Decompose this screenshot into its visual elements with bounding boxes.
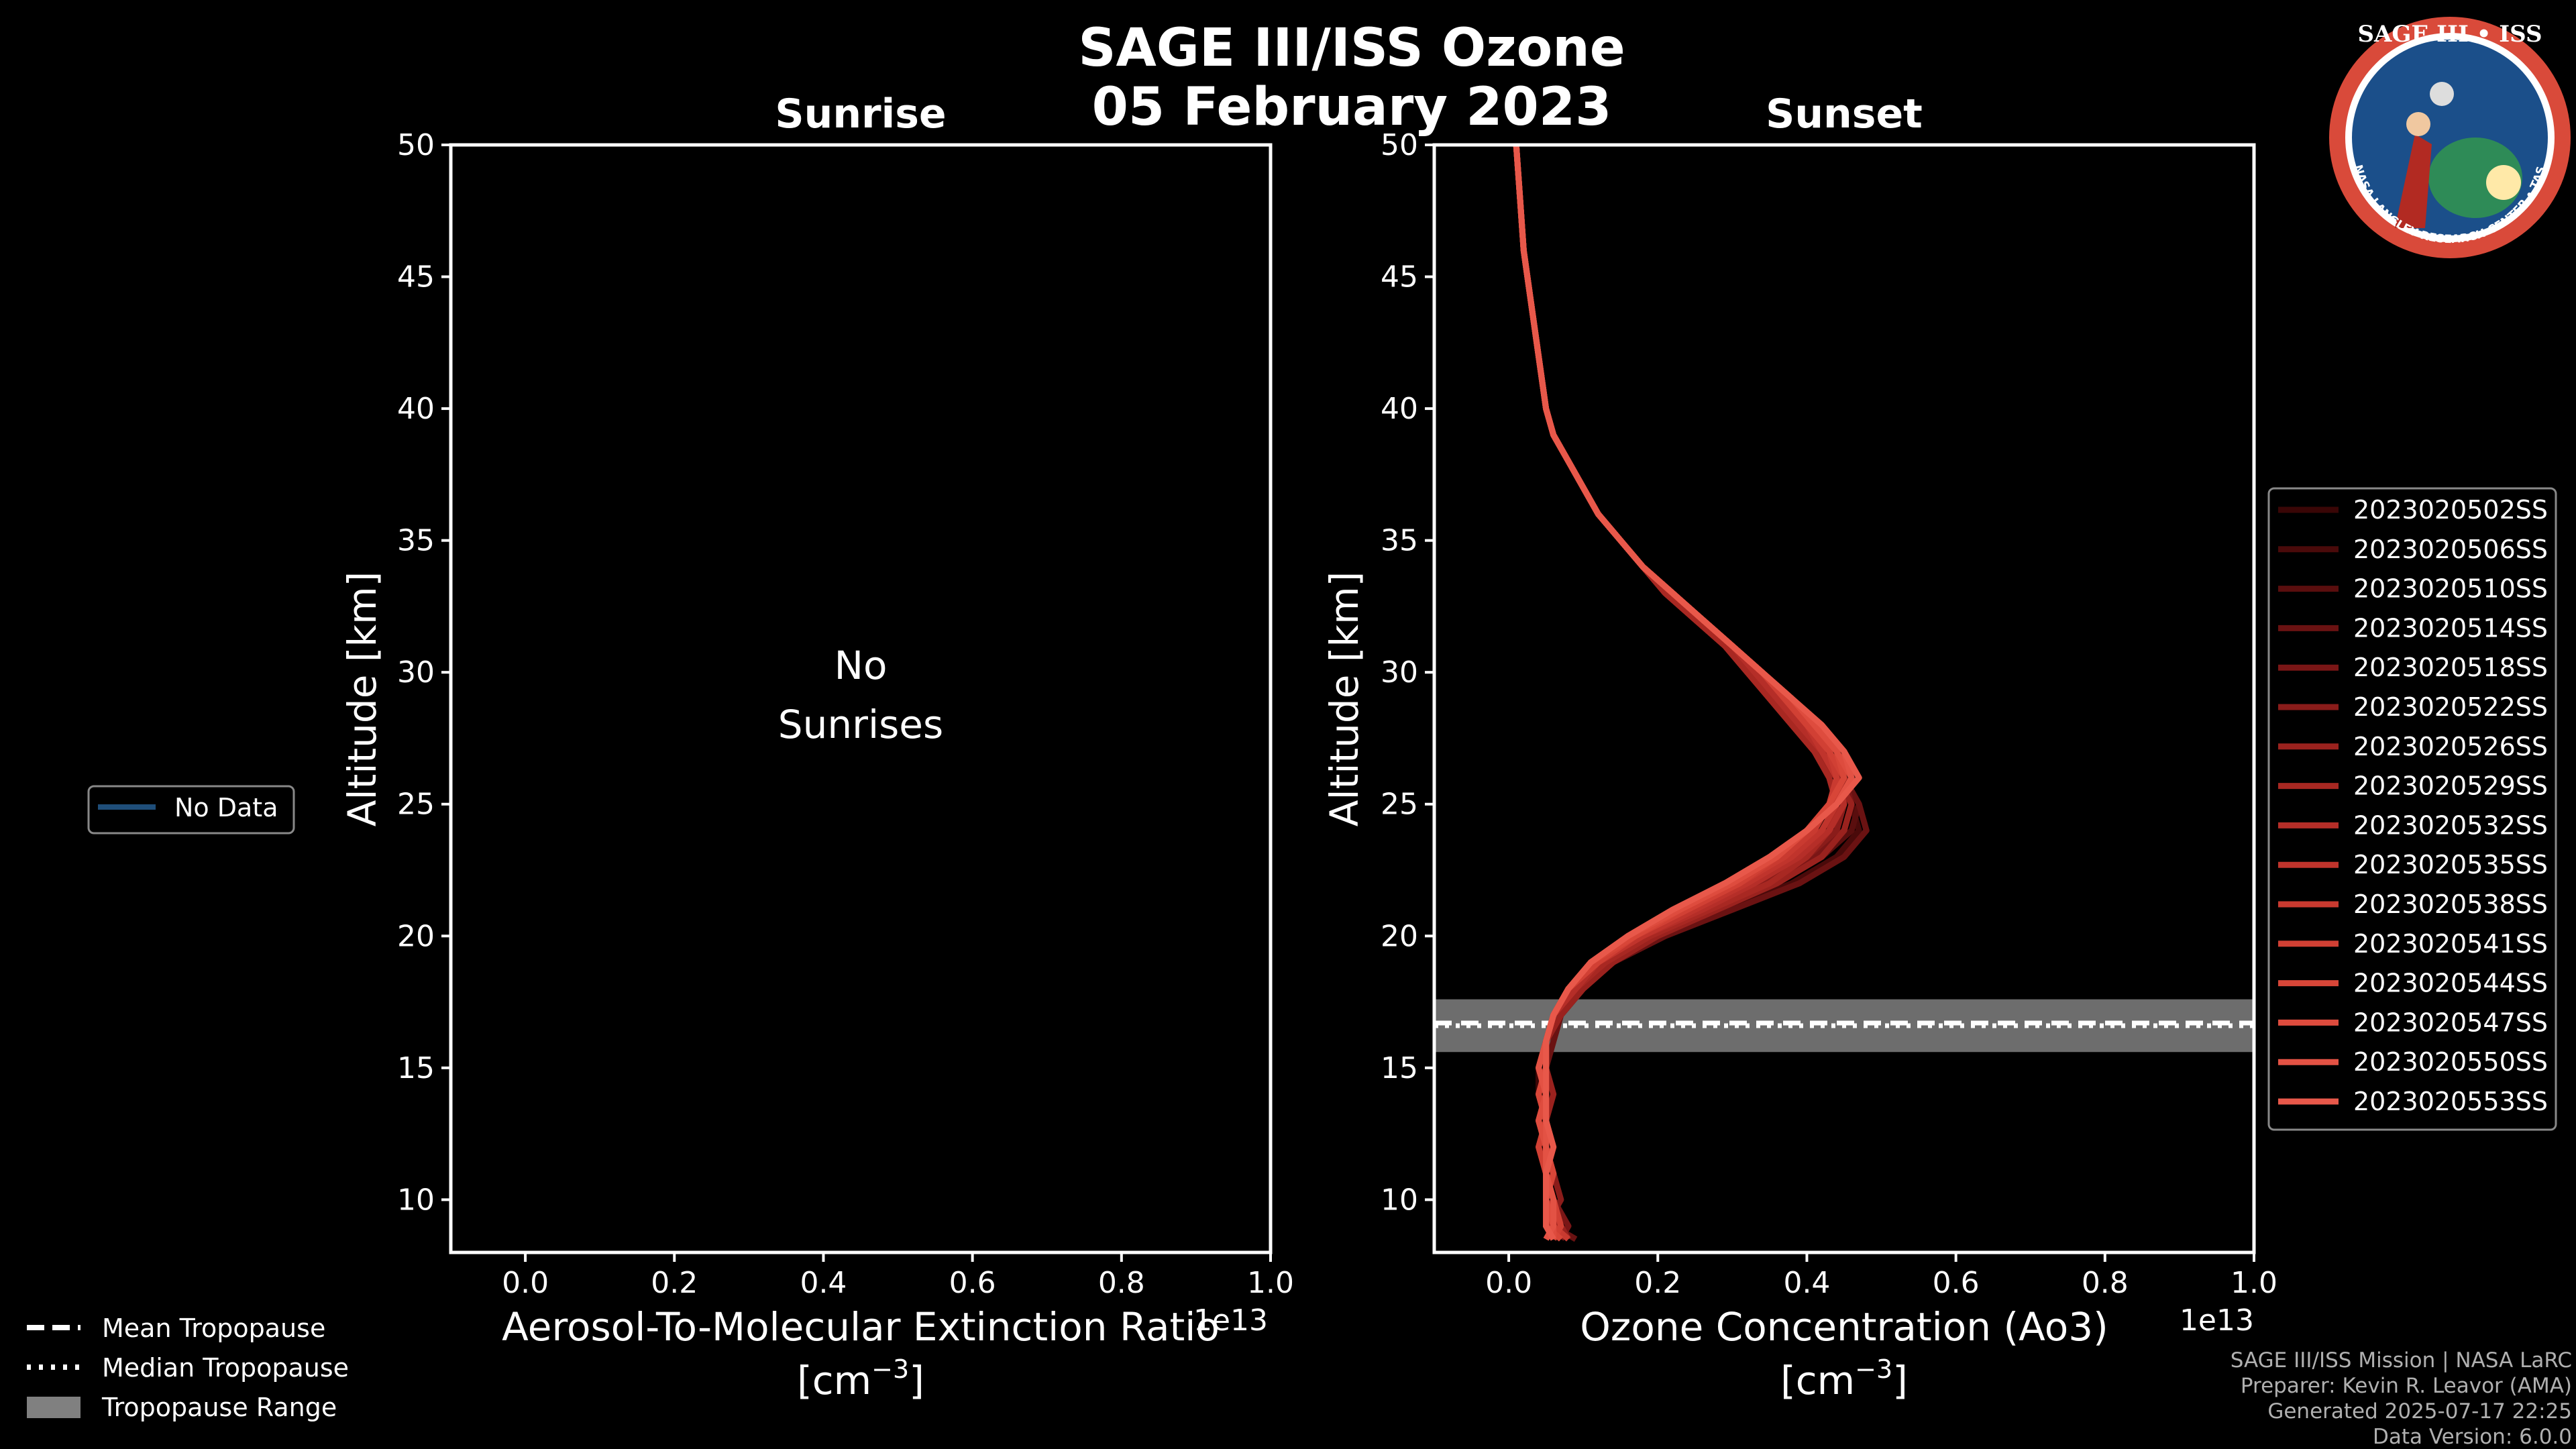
sunrise-x-axis-unit: [cm−3] [797, 1354, 924, 1403]
y-tick-label: 25 [397, 788, 435, 822]
sunset-y-axis-label: Altitude [km] [1322, 572, 1367, 826]
legend-label: 2023020518SS [2353, 653, 2548, 682]
legend-label: 2023020526SS [2353, 732, 2548, 761]
y-tick-label: 15 [1381, 1051, 1418, 1085]
median-tropopause-label: Median Tropopause [102, 1353, 349, 1383]
x-tick-label: 0.2 [651, 1266, 698, 1300]
y-tick-label: 20 [397, 919, 435, 953]
x-tick-label: 0.6 [949, 1266, 996, 1300]
legend-label: 2023020506SS [2353, 535, 2548, 564]
figure-title-line2: 05 February 2023 [1092, 77, 1612, 138]
sunset-legend: 2023020502SS 2023020506SS 2023020510SS 2023… [2267, 487, 2557, 1131]
sunrise-x-offset-label: 1e13 [1193, 1303, 1268, 1338]
legend-label: 2023020529SS [2353, 771, 2548, 801]
x-tick-label: 0.8 [2082, 1266, 2129, 1300]
sunrise-x-axis-label: Aerosol-To-Molecular Extinction Ratio [502, 1304, 1220, 1350]
sunrise-ticks: 10 15 20 25 30 35 40 45 50 0.0 0.2 0.4 0.6 0.8 1.0 [397, 128, 1294, 1300]
x-tick-label: 0.0 [1485, 1266, 1532, 1300]
sunrise-no-data-message-line2: Sunrises [778, 702, 943, 747]
sunrise-legend: No Data [87, 785, 295, 835]
x-tick-label: 0.4 [1783, 1266, 1830, 1300]
y-tick-label: 45 [1381, 260, 1418, 294]
y-tick-label: 35 [397, 524, 435, 558]
logo-moon-icon [2430, 82, 2454, 106]
y-tick-label: 20 [1381, 919, 1418, 953]
x-tick-label: 0.8 [1098, 1266, 1145, 1300]
logo-sun-icon [2486, 165, 2521, 200]
y-tick-label: 45 [397, 260, 435, 294]
sunrise-no-data-message-line1: No [835, 643, 888, 688]
no-data-legend-label: No Data [174, 793, 278, 822]
sunset-x-axis-unit: [cm−3] [1780, 1354, 1908, 1403]
x-tick-label: 1.0 [1247, 1266, 1294, 1300]
ozone-profile-2023020553SS [1513, 145, 1862, 1241]
sunset-axes-border [1432, 143, 2256, 1254]
legend-label: 2023020502SS [2353, 495, 2548, 525]
mean-tropopause-label: Mean Tropopause [102, 1313, 325, 1343]
tropopause-range-label: Tropopause Range [101, 1393, 337, 1422]
legend-label: 2023020538SS [2353, 890, 2548, 919]
sunset-legend-items: 2023020502SS 2023020506SS 2023020510SS 2023… [2278, 495, 2548, 1116]
x-tick-label: 1.0 [2231, 1266, 2277, 1300]
ozone-profiles [1513, 145, 1870, 1242]
sunset-x-axis-label: Ozone Concentration (Ao3) [1580, 1304, 2108, 1350]
logo-title-text: SAGE III • ISS [2357, 21, 2542, 48]
sunset-panel: Sunset 10 15 20 25 30 35 40 45 50 0.0 0.2 0.4 0.6 0.8… [1322, 91, 2277, 1403]
legend-label: 2023020510SS [2353, 574, 2548, 604]
y-tick-label: 30 [397, 655, 435, 690]
tropopause-legend: Mean Tropopause Median Tropopause Tropop… [27, 1313, 349, 1422]
footer-credits: SAGE III/ISS Mission | NASA LaRC Prepare… [2231, 1348, 2572, 1449]
x-tick-label: 0.2 [1634, 1266, 1681, 1300]
sunrise-axes-frame [449, 143, 1273, 1254]
logo-sage-head-icon [2406, 112, 2430, 136]
sunset-x-offset-label: 1e13 [2180, 1303, 2254, 1338]
logo-sage-figure-icon [2395, 134, 2432, 228]
legend-label: 2023020550SS [2353, 1047, 2548, 1077]
legend-label: 2023020544SS [2353, 969, 2548, 998]
y-tick-label: 30 [1381, 655, 1418, 690]
y-tick-label: 15 [397, 1051, 435, 1085]
y-tick-label: 40 [397, 392, 435, 426]
y-tick-label: 50 [397, 128, 435, 162]
sunrise-panel: Sunrise 10 15 20 25 30 35 40 45 50 0.0 0.2 0.4 0.6 0.… [339, 91, 1294, 1403]
legend-label: 2023020553SS [2353, 1087, 2548, 1116]
y-tick-label: 40 [1381, 392, 1418, 426]
footer-preparer: Preparer: Kevin R. Leavor (AMA) [2241, 1374, 2572, 1398]
y-tick-label: 35 [1381, 524, 1418, 558]
legend-label: 2023020535SS [2353, 850, 2548, 879]
legend-label: 2023020522SS [2353, 692, 2548, 722]
legend-label: 2023020514SS [2353, 613, 2548, 643]
y-tick-label: 10 [1381, 1183, 1418, 1217]
x-tick-label: 0.6 [1933, 1266, 1980, 1300]
sunrise-title: Sunrise [775, 91, 946, 138]
figure-title-line1: SAGE III/ISS Ozone [1078, 18, 1625, 78]
footer-version: Data Version: 6.0.0 [2373, 1425, 2572, 1449]
y-tick-label: 50 [1381, 128, 1418, 162]
legend-label: 2023020532SS [2353, 810, 2548, 840]
sunrise-legend-box [87, 785, 295, 835]
x-tick-label: 0.4 [800, 1266, 847, 1300]
y-tick-label: 25 [1381, 788, 1418, 822]
sunset-legend-box [2267, 487, 2557, 1131]
sunset-title: Sunset [1766, 91, 1923, 138]
legend-label: 2023020541SS [2353, 929, 2548, 959]
sunset-axes-frame [1434, 145, 2254, 1252]
footer-generated: Generated 2025-07-17 22:25 [2267, 1399, 2572, 1424]
y-tick-label: 10 [397, 1183, 435, 1217]
tropopause-range-swatch [27, 1397, 80, 1418]
footer-mission: SAGE III/ISS Mission | NASA LaRC [2231, 1348, 2572, 1373]
sunset-ticks: 10 15 20 25 30 35 40 45 50 0.0 0.2 0.4 0.6 0.8 1.0 [1381, 128, 2277, 1300]
x-tick-label: 0.0 [502, 1266, 549, 1300]
legend-label: 2023020547SS [2353, 1008, 2548, 1037]
sunrise-y-axis-label: Altitude [km] [339, 572, 385, 826]
